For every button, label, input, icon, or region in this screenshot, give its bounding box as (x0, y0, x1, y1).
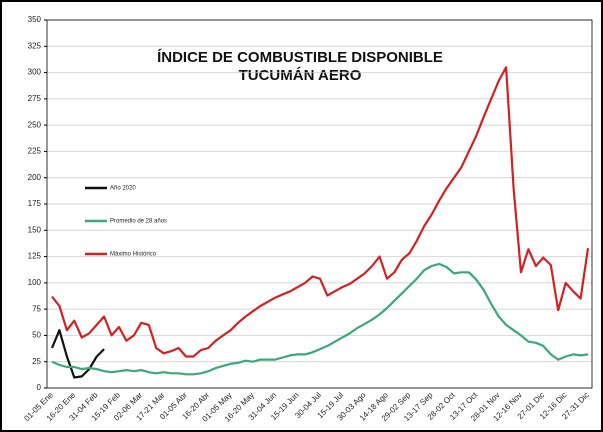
line-series (51, 66, 590, 358)
line-series (50, 329, 105, 379)
legend-label: Año 2020 (110, 186, 136, 192)
y-tick-label: 100 (28, 278, 42, 287)
y-tick-label: 25 (32, 357, 41, 366)
chart-title: ÍNDICE DE COMBUSTIBLE DISPONIBLE (157, 49, 443, 66)
legend-label: Promedio de 28 años (110, 219, 167, 225)
line-series (51, 262, 589, 376)
y-tick-label: 175 (28, 199, 42, 208)
y-tick-label: 75 (32, 304, 41, 313)
y-tick-label: 275 (28, 94, 42, 103)
y-tick-label: 250 (28, 120, 42, 129)
y-tick-label: 225 (28, 147, 42, 156)
y-tick-label: 125 (28, 252, 42, 261)
y-tick-label: 50 (32, 331, 41, 340)
y-tick-label: 300 (28, 68, 42, 77)
y-tick-label: 350 (28, 15, 42, 24)
plot-border (46, 19, 593, 389)
chart-title: TUCUMÁN AERO (239, 67, 362, 84)
legend-label: Máximo Histórico (110, 252, 157, 258)
y-tick-label: 150 (28, 225, 42, 234)
y-tick-label: 0 (37, 383, 42, 392)
y-tick-label: 325 (28, 41, 42, 50)
y-tick-label: 200 (28, 173, 42, 182)
